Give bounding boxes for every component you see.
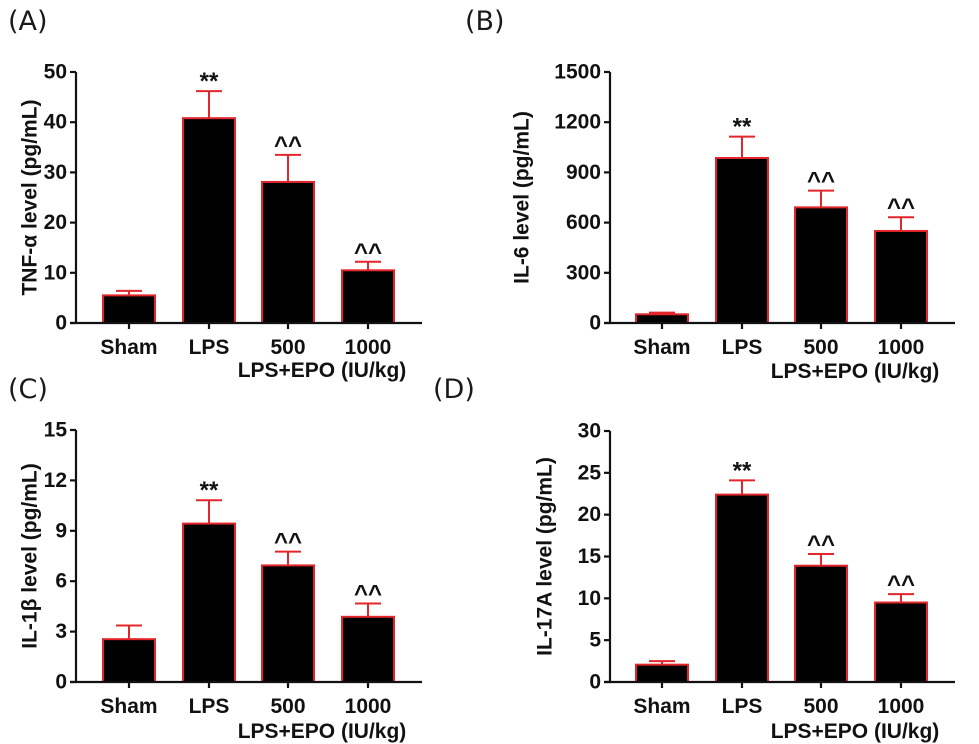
bar-lps xyxy=(182,522,236,683)
y-tick-label: 12 xyxy=(44,469,67,492)
panel-a: (A)TNF-α level (pg/mL)Sham**LPS^^500^^10… xyxy=(8,6,422,382)
significance-marker: ** xyxy=(200,68,219,95)
significance-marker: ^^ xyxy=(887,571,915,598)
x-tick-label: Sham xyxy=(633,695,690,718)
x-group-label: LPS+EPO (IU/kg) xyxy=(771,720,940,743)
panel-d: (D) IL-17A level (pg/mL) Sham ** LPS ^^ 500 ^^ 1… xyxy=(433,374,955,743)
x-tick-label: 500 xyxy=(803,336,838,359)
y-tick-label: 0 xyxy=(55,671,67,694)
bar-lps xyxy=(182,117,236,324)
x-tick-label: LPS xyxy=(189,336,230,359)
panel-label: (D) xyxy=(433,374,475,405)
bar-500 xyxy=(261,564,315,684)
significance-marker: ^^ xyxy=(274,132,302,159)
significance-marker: ** xyxy=(733,457,752,484)
x-tick-label: Sham xyxy=(100,336,157,359)
x-tick-label: 500 xyxy=(803,695,838,718)
panel-label: (A) xyxy=(8,6,48,37)
bar-1000 xyxy=(874,229,928,324)
panel-b: (B) IL-6 level (pg/mL) Sham ** LPS ^^ 500 ^^ 100… xyxy=(465,6,955,383)
y-axis-title: TNF-α level (pg/mL) xyxy=(19,99,42,295)
significance-marker: ^^ xyxy=(354,239,382,266)
x-tick-label: 1000 xyxy=(345,336,392,359)
y-tick-label: 10 xyxy=(44,261,67,284)
panel-label: (C) xyxy=(8,374,48,405)
significance-marker: ** xyxy=(733,114,752,141)
significance-marker: ** xyxy=(200,477,219,504)
y-tick-label: 1500 xyxy=(554,61,601,84)
y-axis-title: IL-6 level (pg/mL) xyxy=(511,111,534,284)
y-axis-title: IL-1β level (pg/mL) xyxy=(19,463,42,649)
bar-lps xyxy=(715,157,769,324)
y-tick-label: 15 xyxy=(44,419,68,442)
y-tick-label: 1200 xyxy=(554,111,601,134)
x-tick-label: 1000 xyxy=(345,695,392,718)
x-tick-label: 500 xyxy=(270,336,305,359)
bar-1000 xyxy=(341,615,395,683)
y-tick-label: 0 xyxy=(589,312,601,335)
significance-marker: ^^ xyxy=(274,529,302,556)
y-tick-label: 9 xyxy=(55,519,67,542)
significance-marker: ^^ xyxy=(354,581,382,608)
y-tick-label: 15 xyxy=(578,545,602,568)
x-group-label: LPS+EPO (IU/kg) xyxy=(771,360,940,383)
y-tick-label: 30 xyxy=(44,161,67,184)
y-tick-label: 10 xyxy=(578,587,601,610)
y-tick-label: 0 xyxy=(589,671,601,694)
significance-marker: ^^ xyxy=(887,194,915,221)
y-tick-label: 0 xyxy=(55,312,67,335)
significance-marker: ^^ xyxy=(807,531,835,558)
y-tick-label: 6 xyxy=(55,570,67,593)
x-tick-label: 1000 xyxy=(878,695,925,718)
y-tick-label: 900 xyxy=(566,161,601,184)
bar-sham xyxy=(635,313,689,325)
y-tick-label: 3 xyxy=(55,620,67,643)
y-tick-label: 20 xyxy=(578,503,601,526)
bar-sham xyxy=(102,638,156,683)
y-tick-label: 20 xyxy=(44,211,67,234)
x-tick-label: Sham xyxy=(100,695,157,718)
y-tick-label: 300 xyxy=(566,261,601,284)
x-tick-label: 1000 xyxy=(878,336,925,359)
bar-1000 xyxy=(341,269,395,325)
x-tick-label: 500 xyxy=(270,695,305,718)
x-tick-label: LPS xyxy=(189,695,230,718)
bar-500 xyxy=(794,206,848,324)
panel-c: (C) IL-1β level (pg/mL) Sham ** LPS ^^ 500 ^^ 10… xyxy=(8,374,422,743)
y-axis-title: IL-17A level (pg/mL) xyxy=(534,457,557,656)
x-group-label: LPS+EPO (IU/kg) xyxy=(238,359,407,382)
y-tick-label: 25 xyxy=(578,461,602,484)
x-tick-label: Sham xyxy=(633,336,690,359)
x-group-label: LPS+EPO (IU/kg) xyxy=(238,720,407,743)
y-tick-label: 40 xyxy=(44,111,67,134)
y-tick-label: 600 xyxy=(566,211,601,234)
bar-lps xyxy=(715,493,769,683)
bar-500 xyxy=(261,180,315,324)
y-tick-label: 5 xyxy=(589,629,601,652)
bar-sham xyxy=(635,663,689,684)
bar-500 xyxy=(794,564,848,683)
x-tick-label: LPS xyxy=(722,695,763,718)
bar-1000 xyxy=(874,601,928,683)
y-tick-label: 30 xyxy=(578,420,601,443)
panel-label: (B) xyxy=(465,6,505,37)
x-tick-label: LPS xyxy=(722,336,763,359)
significance-marker: ^^ xyxy=(807,168,835,195)
y-tick-label: 50 xyxy=(44,61,67,84)
bar-sham xyxy=(102,294,156,325)
